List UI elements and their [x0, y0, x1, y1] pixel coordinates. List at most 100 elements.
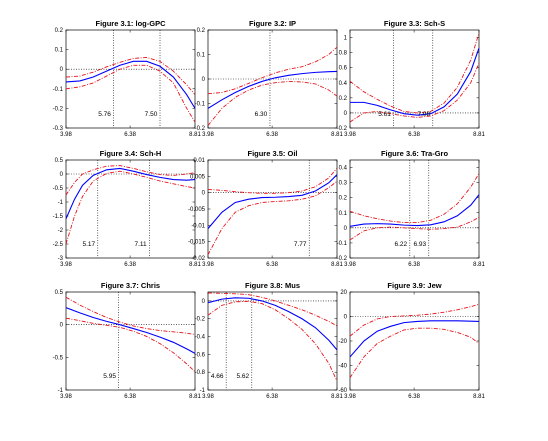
chart-panel-3: Figure 3.3: Sch-S -0.2 0 0.2 0.4 0.6 0.8 1 3.98 6…: [337, 19, 486, 138]
y-tick-label: -0.5: [53, 186, 64, 192]
x-tick-label: 6.38: [266, 262, 278, 268]
chart-panel-2: Figure 3.2: IP -0.2 -0.1 0 0.1 0.2 3.98 6.38 8.8…: [195, 19, 344, 138]
y-tick-label: 0.1: [339, 211, 348, 217]
x-tick-label: 3.98: [202, 394, 214, 400]
y-tick-label: -40: [338, 364, 347, 370]
chart-title: Figure 3.6: Tra-Gro: [381, 149, 449, 158]
x-tick-label: 3.98: [60, 394, 72, 400]
y-tick-label: -0.02: [191, 256, 205, 262]
y-tick-label: -1: [200, 388, 206, 394]
x-tick-label: 8.81: [473, 394, 485, 400]
y-tick-label: 20: [340, 290, 347, 296]
x-tick-label: 8.81: [189, 394, 201, 400]
y-tick-label: 0.2: [55, 28, 64, 34]
confidence-band-lower: [350, 62, 479, 123]
threshold-label: 7.08: [417, 111, 430, 118]
threshold-label: 4.66: [211, 373, 224, 380]
y-tick-label: -0.2: [195, 126, 206, 132]
x-tick-label: 8.81: [189, 262, 201, 268]
y-tick-label: 0: [202, 299, 206, 305]
confidence-band-upper: [208, 292, 337, 327]
y-tick-label: -0.1: [195, 102, 206, 108]
estimate-line: [208, 297, 337, 351]
estimate-line: [350, 47, 479, 116]
threshold-label: 5.76: [98, 111, 111, 118]
y-tick-label: 0.5: [55, 158, 64, 164]
axes-box: [65, 159, 196, 259]
y-tick-label: -0.1: [337, 241, 348, 247]
threshold-label: 6.22: [394, 241, 407, 248]
x-tick-label: 6.38: [408, 394, 420, 400]
estimate-line: [208, 70, 337, 109]
estimate-line: [66, 307, 195, 354]
confidence-band-upper: [350, 32, 479, 114]
threshold-label: 5.95: [103, 373, 116, 380]
y-tick-label: 0.2: [339, 96, 348, 102]
y-tick-label: 1: [344, 36, 348, 42]
threshold-label: 5.61: [378, 111, 391, 118]
chart-title: Figure 3.5: Oil: [247, 149, 297, 158]
x-tick-label: 6.38: [266, 394, 278, 400]
chart-title: Figure 3.1: log-GPC: [95, 19, 166, 28]
y-tick-label: -0.1: [53, 87, 64, 93]
confidence-band-upper: [66, 296, 195, 335]
y-tick-label: 0: [202, 77, 206, 83]
x-tick-label: 3.98: [60, 132, 72, 138]
axes-box: [207, 159, 338, 259]
x-tick-label: 3.98: [202, 132, 214, 138]
chart-title: Figure 3.8: Mus: [245, 281, 300, 290]
x-tick-label: 8.81: [189, 132, 201, 138]
y-tick-label: 0.1: [55, 48, 64, 54]
y-tick-label: -1.5: [53, 214, 64, 220]
y-tick-label: 0.01: [193, 158, 205, 164]
x-tick-label: 3.98: [202, 262, 214, 268]
y-tick-label: 0: [344, 226, 348, 232]
chart-title: Figure 3.4: Sch-H: [100, 149, 162, 158]
y-tick-label: -0.2: [53, 106, 64, 112]
x-tick-label: 8.81: [331, 394, 343, 400]
y-tick-label: -3: [58, 256, 64, 262]
threshold-label: 6.30: [255, 111, 268, 118]
threshold-label: 7.11: [135, 241, 148, 248]
y-tick-label: 0.005: [190, 174, 206, 180]
y-tick-label: 0.5: [55, 290, 64, 296]
confidence-band-lower: [208, 80, 337, 126]
chart-panel-5: Figure 3.5: Oil -0.02 -0.015 -0.01 -0.005 0 0.…: [188, 149, 344, 268]
confidence-band-lower: [208, 300, 337, 382]
y-tick-label: 0.8: [339, 51, 348, 57]
threshold-label: 5.62: [236, 373, 249, 380]
y-tick-label: -0.2: [195, 317, 206, 323]
x-tick-label: 6.38: [124, 132, 136, 138]
y-tick-label: -0.015: [188, 240, 206, 246]
threshold-label: 7.50: [145, 111, 158, 118]
chart-title: Figure 3.7: Chris: [101, 281, 160, 290]
y-tick-label: -0.01: [191, 223, 205, 229]
y-tick-label: -20: [338, 339, 347, 345]
y-tick-label: -0.3: [53, 126, 64, 132]
x-tick-label: 8.81: [331, 132, 343, 138]
chart-title: Figure 3.2: IP: [249, 19, 296, 28]
y-tick-label: -0.2: [337, 256, 348, 262]
x-tick-label: 3.98: [344, 132, 356, 138]
x-tick-label: 6.38: [408, 132, 420, 138]
axes-box: [349, 159, 480, 259]
chart-title: Figure 3.3: Sch-S: [384, 19, 445, 28]
y-tick-label: 0: [344, 111, 348, 117]
chart-panel-9: Figure 3.9: Jew -60 -40 -20 0 20 3.98 6.38 8.81: [338, 281, 485, 400]
confidence-band-lower: [66, 317, 195, 373]
confidence-band-lower: [350, 216, 479, 241]
x-tick-label: 8.81: [473, 262, 485, 268]
y-tick-label: -2: [58, 228, 64, 234]
x-tick-label: 8.81: [331, 262, 343, 268]
threshold-label: 5.17: [82, 241, 95, 248]
y-tick-label: -0.2: [337, 126, 348, 132]
chart-panel-1: Figure 3.1: log-GPC -0.3 -0.2 -0.1 0 0.1 0.2 3.…: [53, 19, 202, 138]
estimate-line: [350, 194, 479, 227]
x-tick-label: 3.98: [60, 262, 72, 268]
x-tick-label: 6.38: [124, 394, 136, 400]
y-tick-label: 0: [344, 315, 348, 321]
y-tick-label: 0.2: [339, 196, 348, 202]
y-tick-label: 0: [60, 67, 64, 73]
y-tick-label: -0.6: [195, 352, 206, 358]
